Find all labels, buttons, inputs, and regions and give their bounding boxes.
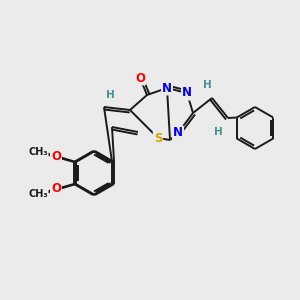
Text: N: N [173, 127, 183, 140]
Text: N: N [182, 86, 192, 100]
Text: N: N [162, 82, 172, 94]
Text: H: H [202, 80, 211, 90]
Text: S: S [154, 131, 162, 145]
Text: CH₃: CH₃ [28, 189, 48, 199]
Text: O: O [51, 182, 61, 196]
Text: CH₃: CH₃ [28, 147, 48, 157]
Text: H: H [214, 127, 222, 137]
Text: O: O [135, 71, 145, 85]
Text: O: O [51, 151, 61, 164]
Text: H: H [106, 90, 114, 100]
